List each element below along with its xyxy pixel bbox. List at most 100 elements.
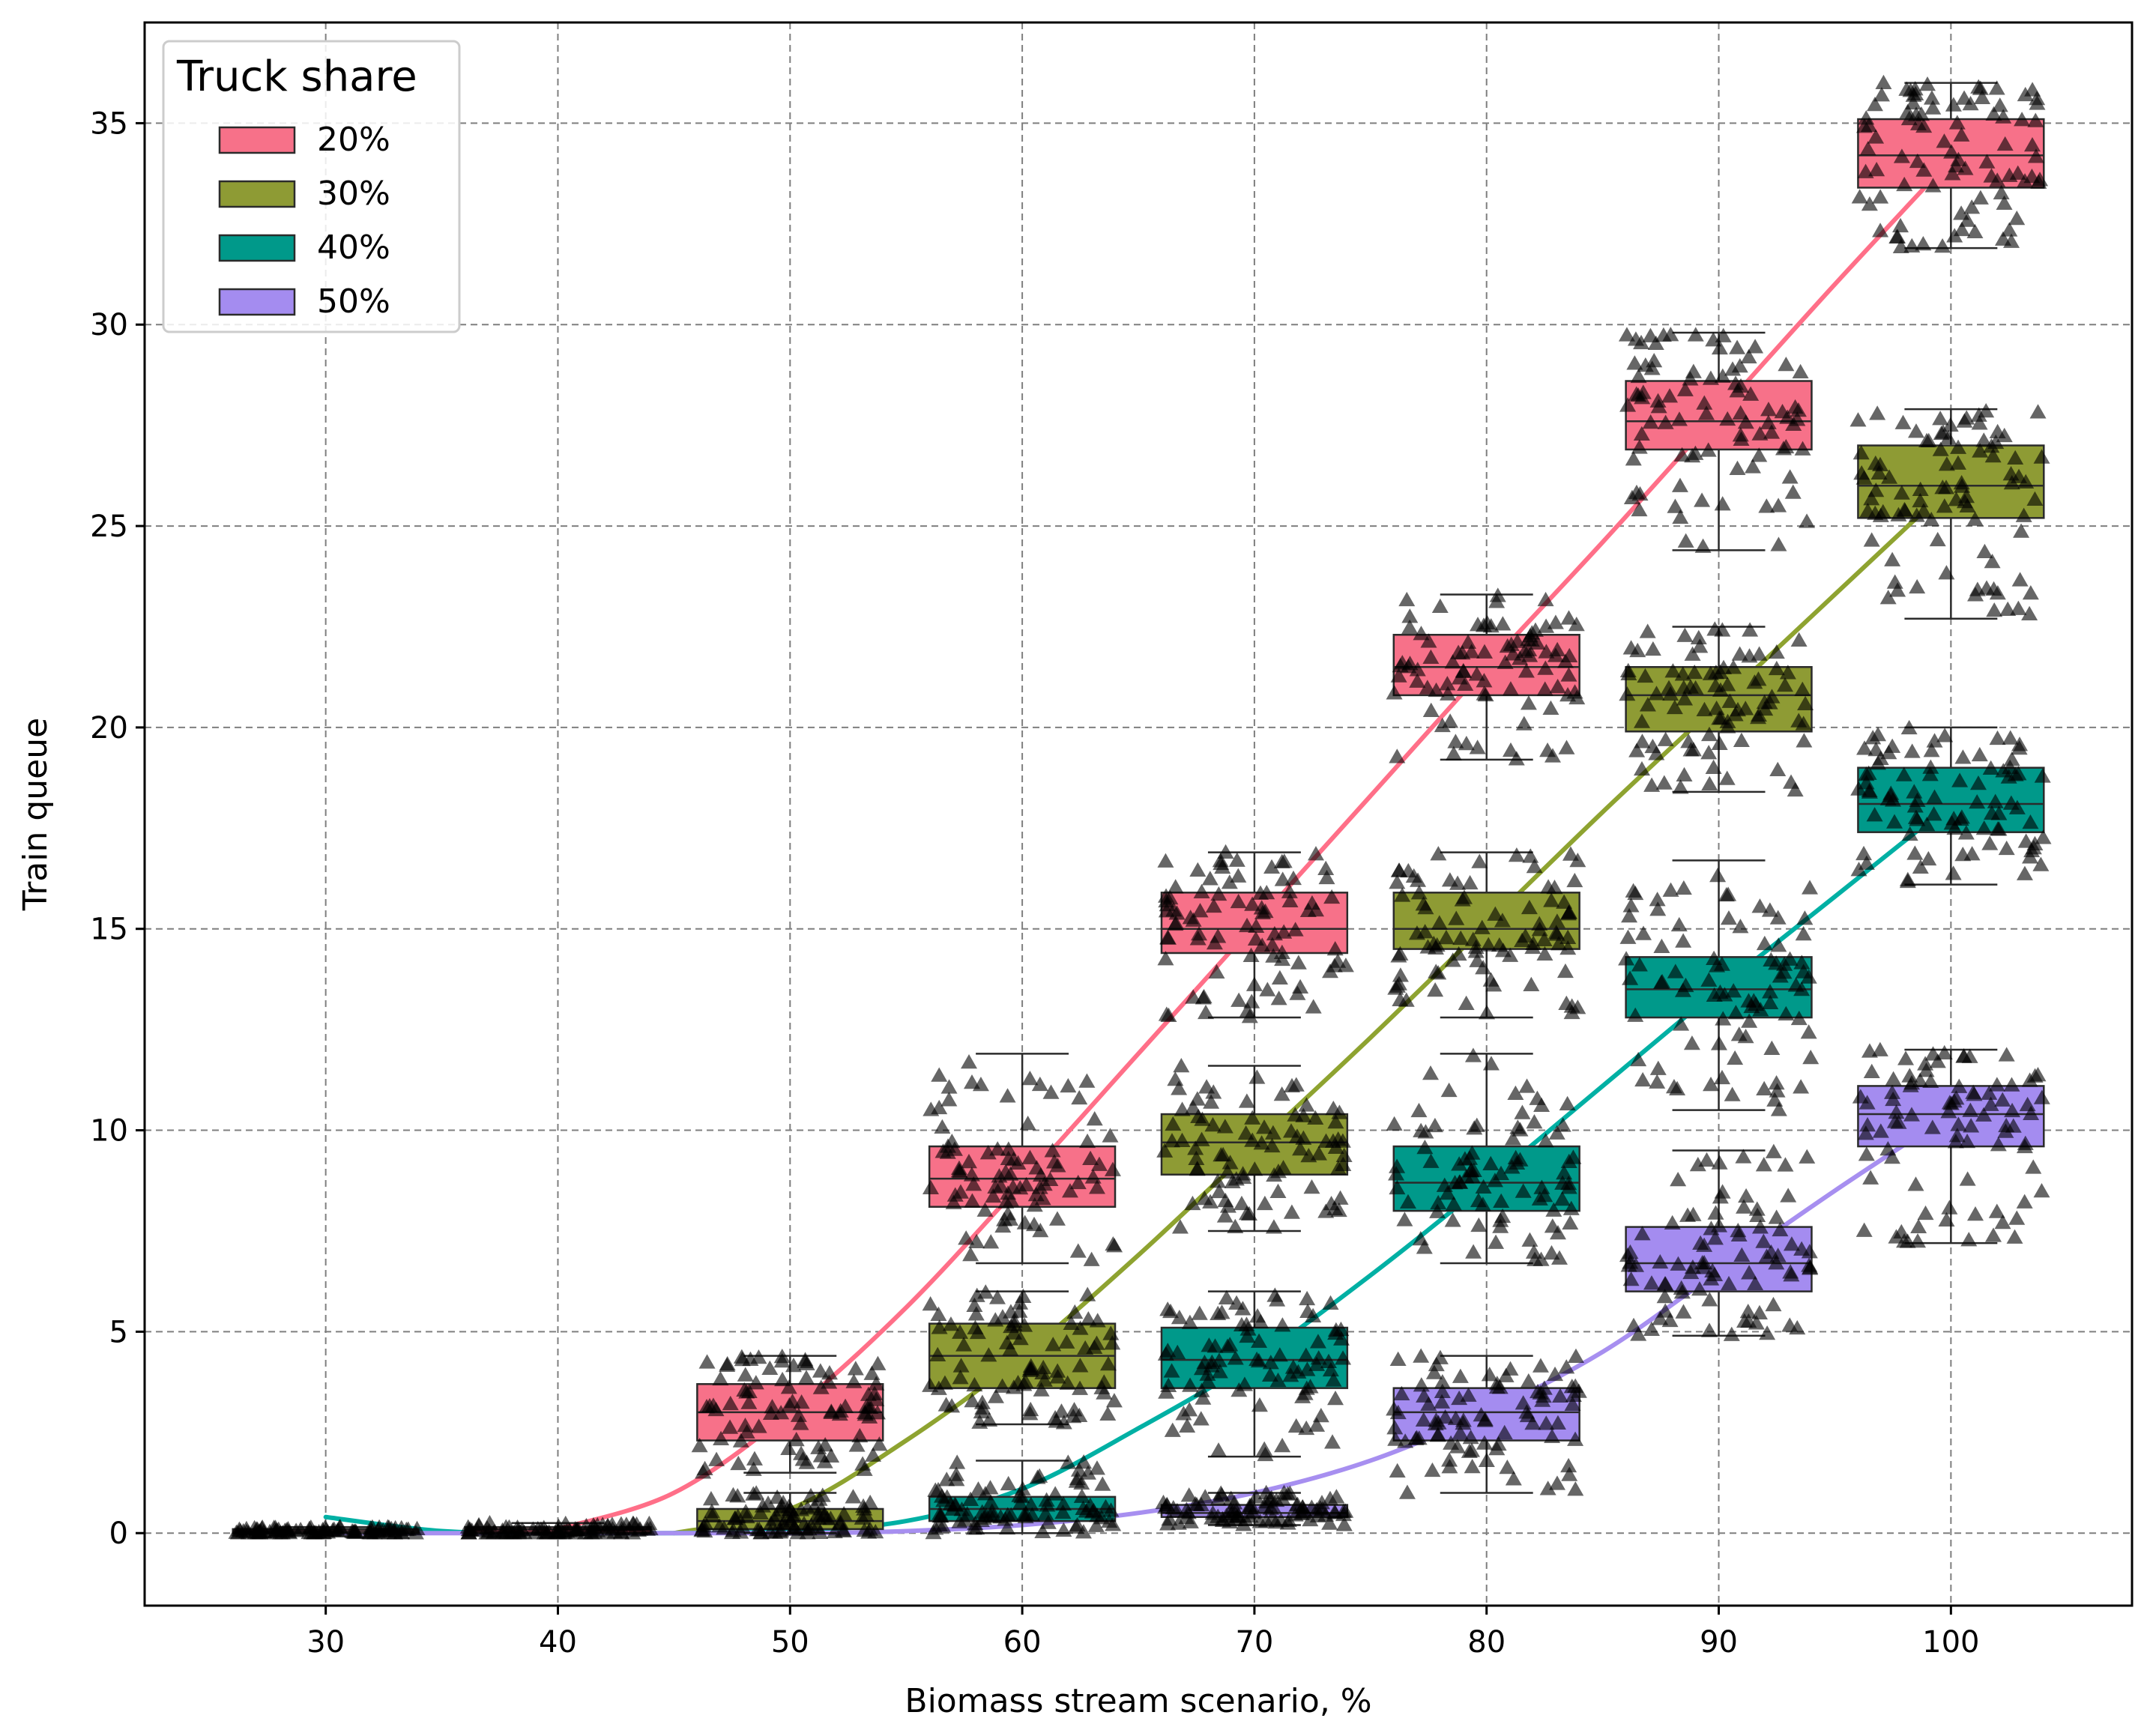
jitter-point [1965, 1084, 1982, 1099]
jitter-point [1193, 1361, 1210, 1376]
jitter-point [1055, 1495, 1072, 1511]
jitter-point [1425, 1364, 1443, 1379]
jitter-point [1986, 602, 2003, 617]
jitter-point [1862, 1170, 1879, 1185]
jitter-point [1213, 1304, 1231, 1319]
jitter-point [1568, 617, 1585, 632]
jitter-point [1704, 1262, 1721, 1278]
jitter-point [869, 1355, 887, 1370]
jitter-point [1939, 429, 1957, 445]
jitter-point [1558, 1359, 1575, 1374]
jitter-point [1072, 1320, 1089, 1335]
jitter-point [1720, 910, 1737, 925]
jitter-point [1542, 700, 1559, 716]
jitter-point [1242, 947, 1260, 963]
jitter-point [1644, 641, 1661, 656]
jitter-point [1543, 1244, 1560, 1260]
jitter-point [1988, 1203, 2005, 1218]
jitter-point [1732, 919, 1749, 934]
jitter-point [1872, 507, 1889, 522]
jitter-point [1524, 1415, 1541, 1430]
jitter-point [1287, 922, 1304, 937]
jitter-point [1509, 1155, 1526, 1170]
jitter-point [1387, 1431, 1404, 1446]
jitter-point [1682, 679, 1699, 694]
jitter-point [1489, 587, 1506, 602]
jitter-point [1643, 1275, 1661, 1290]
jitter-point [2017, 173, 2034, 188]
jitter-point [1751, 646, 1768, 661]
jitter-point [1216, 1119, 1233, 1134]
jitter-point [1727, 1005, 1745, 1020]
jitter-point [1088, 1460, 1105, 1475]
jitter-point [1761, 902, 1778, 917]
jitter-point [1623, 489, 1640, 505]
jitter-point [1926, 733, 1943, 748]
jitter-point [1890, 1114, 1907, 1129]
jitter-point [1039, 1514, 1057, 1529]
jitter-point [1863, 532, 1880, 547]
jitter-point [760, 1495, 777, 1510]
jitter-point [1796, 733, 1813, 748]
jitter-point [1995, 109, 2012, 124]
jitter-point [1295, 1107, 1312, 1122]
jitter-point [1768, 1209, 1785, 1224]
jitter-point [1476, 673, 1493, 688]
jitter-point [1208, 964, 1225, 979]
jitter-point [1710, 1035, 1727, 1050]
jitter-point [1261, 1367, 1278, 1382]
jitter-point [761, 1360, 779, 1375]
jitter-point [1259, 982, 1276, 996]
jitter-point [1799, 1149, 1816, 1164]
jitter-point [1631, 501, 1648, 517]
jitter-point [999, 1519, 1016, 1535]
jitter-point [1672, 779, 1689, 794]
jitter-point [1494, 943, 1512, 958]
jitter-point [1942, 417, 1959, 432]
jitter-point [1271, 970, 1288, 985]
jitter-point [968, 1233, 985, 1248]
jitter-point [1431, 1349, 1449, 1364]
jitter-point [1948, 1128, 1966, 1143]
jitter-point [1685, 363, 1702, 378]
jitter-point [1227, 1350, 1244, 1365]
jitter-point [1700, 972, 1718, 987]
jitter-point [1925, 806, 1942, 821]
jitter-point [1538, 618, 1555, 633]
jitter-point [1989, 821, 2006, 836]
jitter-point [973, 1403, 990, 1419]
jitter-point [1893, 1224, 1910, 1238]
jitter-point [788, 1432, 805, 1447]
jitter-point [1953, 127, 1970, 142]
jitter-point [1550, 1250, 1568, 1265]
jitter-point [1948, 1090, 1965, 1105]
points-30%-70 [1156, 1057, 1353, 1234]
jitter-point [708, 1451, 725, 1466]
jitter-point [1520, 695, 1537, 710]
jitter-point [1274, 1317, 1291, 1332]
jitter-point [1031, 1076, 1048, 1092]
jitter-point [997, 1194, 1015, 1209]
jitter-point [1181, 1314, 1198, 1329]
jitter-point [933, 1488, 950, 1503]
jitter-point [1670, 1256, 1687, 1271]
jitter-point [481, 1515, 498, 1530]
jitter-point [1994, 1214, 2011, 1230]
points-20%-80 [1386, 587, 1586, 766]
jitter-point [774, 1371, 791, 1387]
jitter-point [1408, 1430, 1425, 1445]
jitter-point [1014, 1481, 1031, 1495]
jitter-point [1885, 1091, 1902, 1107]
jitter-point [1281, 883, 1298, 898]
jitter-point [1070, 1462, 1087, 1477]
jitter-point [698, 1354, 716, 1369]
jitter-point [1321, 1515, 1338, 1530]
jitter-point [1458, 995, 1475, 1010]
jitter-point [1560, 667, 1577, 682]
jitter-point [1400, 862, 1417, 878]
jitter-point [1503, 636, 1520, 651]
jitter-point [370, 1521, 387, 1536]
jitter-point [1060, 1077, 1077, 1093]
jitter-point [1769, 1083, 1786, 1098]
jitter-point [1310, 1350, 1327, 1365]
